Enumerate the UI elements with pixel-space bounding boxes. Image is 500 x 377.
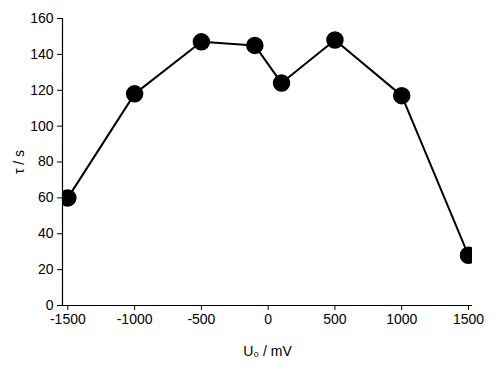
- svg-text:60: 60: [38, 189, 54, 205]
- svg-text:1000: 1000: [386, 311, 417, 327]
- svg-text:40: 40: [38, 225, 54, 241]
- svg-text:120: 120: [30, 82, 54, 98]
- svg-text:20: 20: [38, 261, 54, 277]
- svg-text:-500: -500: [187, 311, 215, 327]
- svg-text:80: 80: [38, 153, 54, 169]
- svg-text:160: 160: [30, 10, 54, 26]
- svg-text:1500: 1500: [453, 311, 484, 327]
- svg-text:0: 0: [264, 311, 272, 327]
- svg-text:500: 500: [323, 311, 347, 327]
- svg-text:U₀ / mV: U₀ / mV: [243, 343, 292, 359]
- svg-text:140: 140: [30, 46, 54, 62]
- svg-text:τ / s: τ / s: [11, 150, 27, 174]
- svg-text:-1000: -1000: [117, 311, 153, 327]
- svg-text:-1500: -1500: [50, 311, 86, 327]
- svg-text:0: 0: [45, 297, 54, 313]
- svg-text:100: 100: [30, 118, 54, 134]
